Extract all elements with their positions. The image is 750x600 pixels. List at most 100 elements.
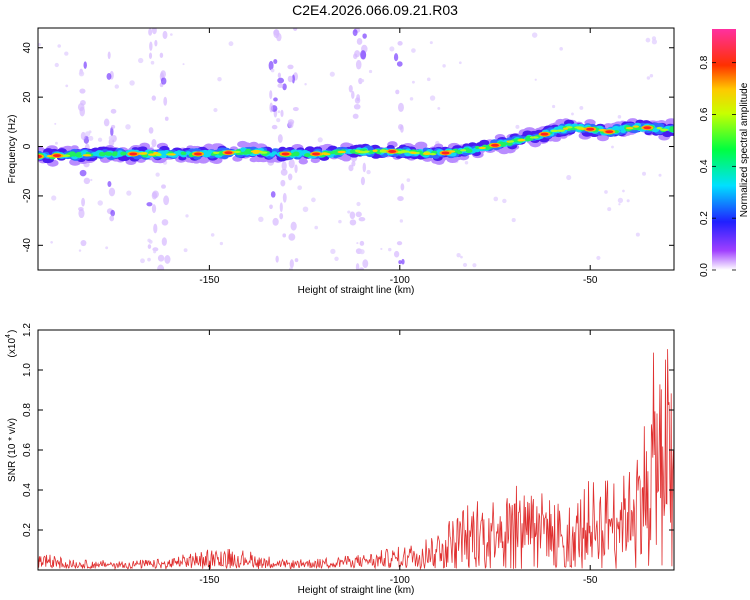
spectrogram-x-label: Height of straight line (km) bbox=[298, 285, 415, 296]
noise-blob bbox=[107, 51, 111, 60]
noise-blob bbox=[353, 103, 361, 110]
snr-x-label: Height of straight line (km) bbox=[298, 585, 415, 596]
noise-blob bbox=[161, 237, 167, 246]
noise-blob bbox=[302, 206, 309, 213]
ridge-core bbox=[62, 154, 71, 157]
noise-blob bbox=[64, 51, 69, 56]
colorbar-ticks: 0.0 0.2 0.4 0.6 0.8 bbox=[699, 55, 736, 277]
noise-blob bbox=[401, 258, 405, 265]
noise-blob bbox=[276, 118, 281, 123]
peak-core bbox=[643, 126, 652, 130]
noise-blob bbox=[393, 250, 400, 258]
noise-blob bbox=[160, 70, 166, 79]
y-tick-label: 0 bbox=[22, 143, 33, 149]
x-tick-label: -50 bbox=[583, 575, 598, 586]
y-tick-label: 1.0 bbox=[22, 363, 33, 377]
noise-blob bbox=[277, 72, 281, 78]
peak-core bbox=[312, 152, 321, 156]
noise-blob bbox=[462, 262, 468, 268]
ridge-core bbox=[429, 153, 437, 156]
noise-blob bbox=[397, 41, 403, 46]
ridge-core bbox=[410, 151, 417, 154]
noise-blob bbox=[607, 207, 612, 212]
noise-blob bbox=[108, 187, 116, 197]
colorbar-tick-label: 0.2 bbox=[699, 211, 710, 225]
ridge-blob bbox=[202, 152, 211, 158]
noise-blob bbox=[596, 255, 601, 260]
noise-blob bbox=[406, 178, 411, 182]
noise-blob bbox=[618, 203, 621, 206]
noise-blob bbox=[182, 63, 185, 66]
noise-blob bbox=[354, 50, 361, 58]
snr-x-ticks: -150 -100 -50 bbox=[199, 330, 598, 586]
noise-blob bbox=[351, 90, 355, 99]
noise-blob bbox=[349, 219, 357, 226]
noise-blob bbox=[355, 263, 360, 270]
noise-blob bbox=[150, 60, 155, 65]
ridge-core bbox=[659, 128, 669, 132]
noise-blob bbox=[83, 177, 91, 185]
noise-blob bbox=[217, 76, 222, 82]
noise-blob bbox=[157, 264, 165, 270]
noise-blob bbox=[140, 258, 145, 264]
peak-core bbox=[224, 151, 233, 155]
noise-blob bbox=[282, 83, 287, 91]
noise-blob bbox=[268, 60, 274, 71]
ridge-core bbox=[155, 153, 162, 157]
noise-blob bbox=[397, 196, 404, 202]
noise-blob bbox=[78, 208, 85, 219]
noise-blob bbox=[515, 124, 520, 129]
noise-blob bbox=[275, 255, 279, 263]
noise-blob bbox=[304, 83, 307, 86]
noise-blob bbox=[622, 189, 625, 193]
ridge-core bbox=[372, 149, 378, 152]
noise-blob bbox=[362, 259, 369, 269]
noise-blob bbox=[183, 248, 188, 253]
peak-core bbox=[129, 152, 138, 156]
snr-y-ticks: 0.2 0.4 0.6 0.8 1.0 1.2 bbox=[22, 323, 674, 537]
noise-blob bbox=[366, 169, 371, 175]
peak-core bbox=[281, 152, 290, 156]
noise-blob bbox=[579, 105, 584, 110]
noise-blob bbox=[78, 207, 84, 212]
ridge-core bbox=[82, 154, 92, 157]
noise-blob bbox=[399, 219, 404, 223]
noise-blob bbox=[356, 242, 359, 245]
ridge-blob bbox=[465, 148, 473, 154]
noise-blob bbox=[356, 201, 361, 207]
noise-blob bbox=[314, 225, 319, 230]
noise-blob bbox=[400, 124, 404, 133]
noise-blob bbox=[277, 77, 285, 84]
colorbar-label: Normalized spectral amplitude bbox=[739, 82, 750, 217]
noise-blob bbox=[109, 215, 115, 222]
noise-blob bbox=[396, 61, 403, 67]
ridge-core bbox=[252, 149, 261, 153]
noise-blob bbox=[351, 160, 356, 167]
noise-blob bbox=[161, 219, 169, 226]
noise-blob bbox=[348, 84, 353, 93]
noise-blob bbox=[356, 94, 361, 101]
noise-blob bbox=[281, 161, 287, 171]
snr-background bbox=[38, 330, 674, 570]
noise-blob bbox=[396, 241, 403, 246]
ridge-blob bbox=[204, 143, 214, 150]
spectrogram-marks bbox=[38, 28, 674, 270]
noise-blob bbox=[493, 196, 499, 202]
y-tick-label: -40 bbox=[22, 238, 33, 253]
noise-blob bbox=[280, 109, 284, 118]
ridge-blob bbox=[180, 151, 187, 156]
noise-blob bbox=[288, 267, 293, 270]
noise-blob bbox=[288, 158, 295, 169]
noise-blob bbox=[110, 126, 114, 137]
noise-blob bbox=[380, 247, 383, 251]
noise-blob bbox=[360, 176, 365, 186]
noise-blob bbox=[617, 197, 624, 204]
noise-blob bbox=[97, 137, 103, 142]
ridge-blob bbox=[75, 153, 82, 158]
noise-blob bbox=[154, 39, 158, 47]
peak-core bbox=[540, 132, 549, 136]
ridge-core bbox=[518, 138, 526, 142]
noise-blob bbox=[160, 77, 167, 85]
noise-blob bbox=[355, 211, 362, 218]
